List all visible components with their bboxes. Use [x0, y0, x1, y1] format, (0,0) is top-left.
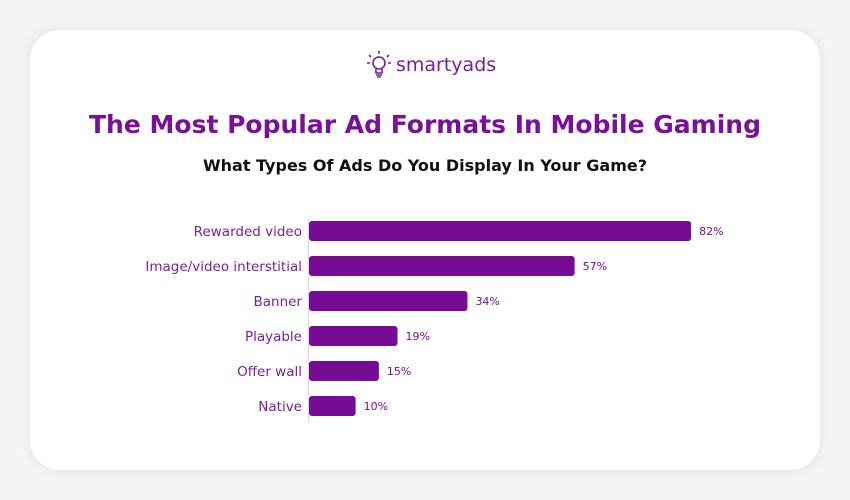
chart-subtitle: What Types Of Ads Do You Display In Your…	[202, 156, 647, 175]
chart-title: The Most Popular Ad Formats In Mobile Ga…	[89, 110, 761, 139]
bar-4	[309, 361, 379, 381]
data-label: 57%	[583, 260, 607, 273]
category-label: Offer wall	[237, 364, 302, 380]
bar-5	[309, 396, 356, 416]
data-label: 82%	[699, 225, 723, 238]
data-label: 34%	[475, 295, 499, 308]
data-label: 19%	[406, 330, 430, 343]
category-label: Rewarded video	[194, 224, 302, 240]
bar-0	[309, 221, 692, 241]
card	[30, 30, 820, 470]
category-label: Image/video interstitial	[145, 259, 302, 275]
bar-1	[309, 256, 575, 276]
logo-text: smartyads	[396, 54, 497, 76]
bar-3	[309, 326, 398, 346]
data-label: 10%	[364, 400, 388, 413]
lightbulb-icon	[367, 51, 391, 78]
data-label: 15%	[387, 365, 411, 378]
category-label: Playable	[245, 329, 302, 345]
category-label: Banner	[253, 294, 302, 310]
bar-2	[309, 291, 468, 311]
logo: smartyads	[366, 50, 496, 80]
category-label: Native	[258, 399, 302, 415]
